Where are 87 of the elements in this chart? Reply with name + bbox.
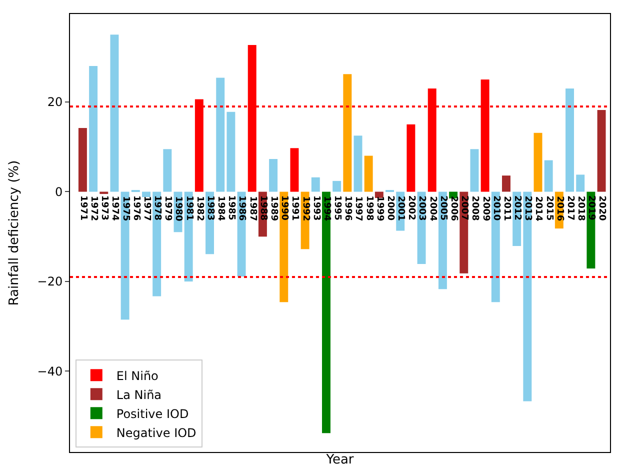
- bar: [343, 74, 352, 192]
- y-tick-label: −40: [37, 364, 63, 378]
- bar: [311, 177, 320, 192]
- x-tick-label: 2018: [576, 196, 586, 221]
- x-tick-label: 1978: [152, 195, 162, 220]
- bar: [290, 148, 299, 192]
- x-tick-label: 1992: [300, 196, 310, 222]
- bar: [78, 128, 87, 192]
- x-tick-label: 1998: [364, 196, 374, 221]
- x-tick-label: 1971: [78, 196, 88, 221]
- bar: [449, 192, 458, 198]
- bar: [110, 34, 119, 192]
- x-tick-label: 1974: [110, 196, 120, 221]
- x-axis-title: Year: [325, 452, 354, 468]
- bar: [163, 149, 172, 192]
- bar: [354, 136, 362, 192]
- x-tick-label: 2009: [480, 196, 490, 222]
- bar: [269, 158, 278, 192]
- x-tick-label: 1983: [204, 195, 215, 221]
- x-tick-label: 2001: [396, 196, 406, 221]
- x-tick-label: 1986: [236, 196, 247, 221]
- bar: [322, 192, 330, 434]
- x-tick-label: 1993: [310, 196, 321, 221]
- bar: [502, 176, 510, 192]
- bar: [364, 156, 373, 192]
- x-tick-label: 1973: [99, 195, 110, 220]
- x-tick-label: 2012: [512, 195, 522, 220]
- x-tick-label: 1990: [279, 195, 290, 220]
- y-axis-title: Rainfall deficiency (%): [7, 160, 22, 306]
- x-tick-label: 2013: [522, 196, 533, 221]
- x-tick-label: 2019: [586, 195, 596, 220]
- x-tick-label: 2008: [470, 196, 480, 221]
- x-tick-label: 2016: [554, 196, 564, 222]
- x-tick-label: 1995: [332, 195, 342, 220]
- x-tick-label: 1977: [141, 196, 152, 222]
- x-tick-label: 1985: [226, 195, 236, 220]
- bar: [120, 192, 130, 320]
- bar: [226, 112, 236, 192]
- bar: [544, 160, 553, 192]
- x-tick-label: 1984: [216, 196, 226, 221]
- x-tick-label: 1991: [290, 196, 300, 221]
- bar: [566, 88, 574, 192]
- x-tick-label: 2007: [459, 195, 470, 220]
- bar: [406, 124, 416, 192]
- bar: [576, 174, 585, 192]
- x-tick-label: 2002: [406, 195, 416, 220]
- x-tick-label: 1980: [173, 196, 184, 222]
- bar: [470, 149, 479, 192]
- x-tick-label: 2020: [596, 196, 607, 221]
- legend-label: Negative IOD: [116, 426, 196, 440]
- x-tick-label: 2005: [438, 196, 448, 221]
- bar: [523, 192, 532, 402]
- x-tick-label: 2000: [384, 195, 395, 221]
- x-tick-label: 1999: [374, 196, 384, 222]
- x-tick-label: 2010: [490, 196, 501, 221]
- x-tick-label: 1981: [184, 196, 194, 221]
- legend-label: El Niño: [116, 368, 158, 383]
- x-tick-label: 2003: [416, 196, 427, 221]
- y-tick-label: −20: [37, 274, 63, 289]
- y-tick-label: 0: [54, 184, 63, 199]
- bar: [332, 180, 342, 192]
- bar: [142, 192, 150, 198]
- x-tick-label: 2017: [564, 195, 575, 221]
- x-tick-label: 2006: [448, 196, 458, 221]
- x-tick-label: 2004: [427, 196, 438, 222]
- x-tick-label: 2015: [544, 196, 554, 221]
- x-tick-label: 1997: [353, 196, 364, 222]
- x-tick-label: 1989: [268, 196, 278, 221]
- x-tick-label: 1994: [321, 196, 332, 222]
- x-tick-label: 1996: [342, 196, 353, 221]
- x-tick-label: 1979: [162, 196, 173, 221]
- x-tick-label: 1975: [120, 196, 130, 222]
- legend-label: Positive IOD: [116, 406, 189, 421]
- bar: [597, 110, 606, 192]
- bar: [89, 66, 98, 192]
- x-tick-label: 2014: [533, 196, 544, 222]
- x-tick-label: 1988: [258, 196, 268, 221]
- x-tick-label: 1976: [130, 196, 141, 221]
- bar: [374, 192, 384, 198]
- x-tick-label: 1987: [247, 196, 258, 222]
- bar: [216, 78, 225, 192]
- legend-label: La Niña: [116, 388, 162, 402]
- y-tick-label: 20: [47, 95, 63, 110]
- x-tick-label: 1982: [194, 196, 204, 222]
- bar: [534, 132, 542, 192]
- x-tick-label: 1972: [88, 196, 98, 221]
- x-tick-label: 2011: [501, 196, 512, 222]
